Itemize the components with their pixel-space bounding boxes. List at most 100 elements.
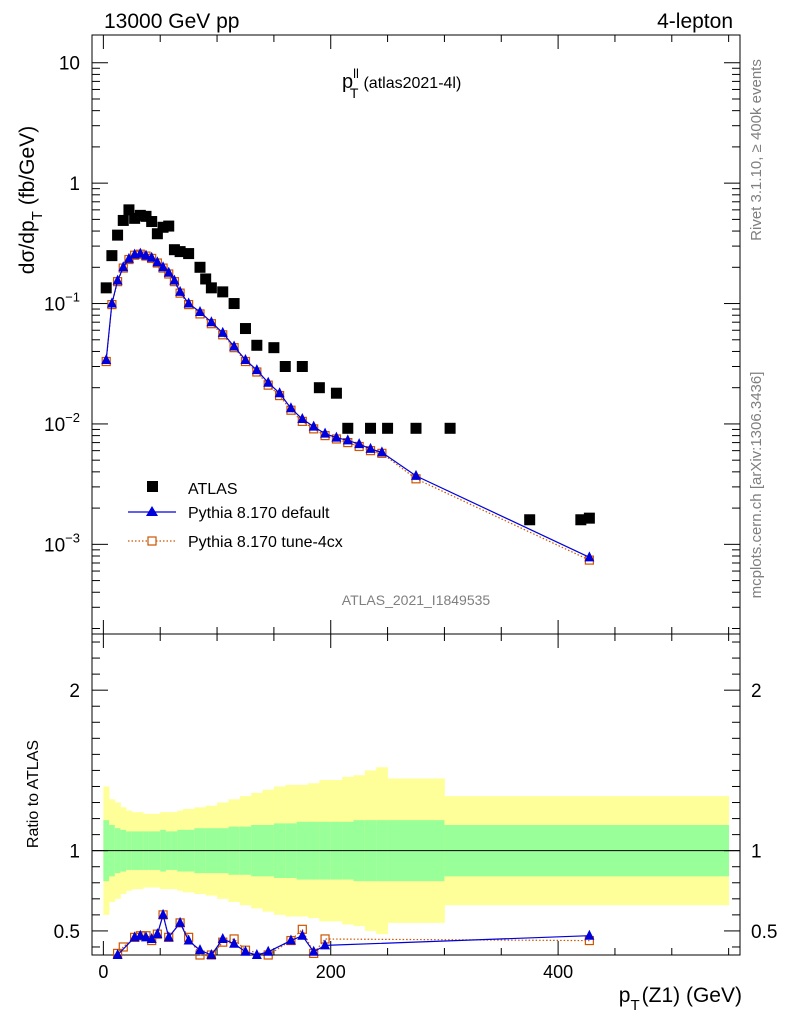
atlas-point <box>205 282 217 294</box>
default-point <box>152 256 163 267</box>
ratio-default-point <box>263 945 274 956</box>
legend-marker-tune4cx <box>147 536 157 546</box>
atlas-point <box>296 360 308 372</box>
ratio-default-point <box>146 932 157 943</box>
default-point <box>297 412 308 423</box>
atlas-point <box>410 422 422 434</box>
ratio-y-tick-label-right: 0.5 <box>751 922 777 943</box>
ratio-y-tick-label-right: 2 <box>751 681 762 702</box>
default-point <box>217 326 228 337</box>
ratio-y-axis-label: Ratio to ATLAS <box>25 740 42 848</box>
atlas-point <box>342 422 354 434</box>
atlas-point <box>123 204 135 216</box>
ratio-default-point <box>229 937 240 948</box>
default-point <box>175 285 186 296</box>
default-point <box>342 434 353 445</box>
ratio-default-point <box>112 949 123 959</box>
x-tick-label: 400 <box>543 962 573 982</box>
atlas-point <box>524 514 536 526</box>
analysis-watermark: ATLAS_2021_I1849535 <box>342 592 491 608</box>
ratio-y-tick-label-left: 0.5 <box>54 922 80 943</box>
default-point <box>163 266 174 277</box>
ratio-default-point <box>141 931 151 942</box>
ratio-default-point <box>158 908 169 919</box>
ratio-panel-frame <box>91 633 741 956</box>
default-line <box>105 252 590 558</box>
atlas-point <box>157 221 169 233</box>
ratio-default-point <box>308 945 319 956</box>
y-tick-label: 1 <box>69 174 80 195</box>
default-point <box>308 420 319 431</box>
default-point <box>251 364 262 375</box>
atlas-point <box>106 250 118 262</box>
atlas-point <box>194 261 206 273</box>
default-point <box>158 261 169 272</box>
default-point <box>320 427 331 438</box>
ratio-y-tick-label-left: 1 <box>69 842 80 863</box>
ratio-tune4cx-point <box>118 942 128 952</box>
atlas-point <box>168 244 180 256</box>
x-axis-label: pT(Z1) (GeV) <box>619 984 742 1014</box>
default-point <box>123 252 134 263</box>
legend-label-atlas: ATLAS <box>188 481 238 498</box>
y-tick-label: 10−3 <box>44 530 80 556</box>
atlas-point <box>217 286 229 298</box>
default-point <box>183 297 194 308</box>
main-axis-ticks <box>92 35 740 634</box>
default-point <box>106 297 117 308</box>
ratio-y-tick-label-left: 2 <box>69 681 80 702</box>
atlas-point <box>268 342 280 354</box>
default-point <box>141 249 151 260</box>
ratio-series-layer <box>112 908 595 960</box>
atlas-point <box>365 422 377 434</box>
atlas-point <box>575 514 587 526</box>
atlas-point <box>228 298 240 310</box>
atlas-point <box>251 339 263 351</box>
atlas-point <box>151 228 163 240</box>
ratio-default-point <box>297 929 308 940</box>
default-point <box>206 316 217 327</box>
atlas-point <box>239 323 251 335</box>
default-point <box>195 306 205 317</box>
default-point <box>135 247 146 258</box>
x-tick-label: 0 <box>98 962 108 982</box>
ratio-axis-ticks <box>92 634 740 955</box>
default-point <box>411 469 421 480</box>
atlas-point <box>279 360 291 372</box>
atlas-point <box>313 382 325 394</box>
atlas-point <box>129 212 141 224</box>
ratio-default-point <box>251 949 262 959</box>
ratio-default-point <box>285 934 296 945</box>
ratio-default-point <box>163 931 174 942</box>
ratio-default-point <box>175 916 186 927</box>
default-point <box>376 446 387 457</box>
default-point <box>101 353 112 364</box>
ratio-y-tick-labels: 0.5 0.5 1 1 2 2 <box>54 681 778 943</box>
x-tick-labels: 0 200 400 <box>98 962 573 982</box>
legend-label-default: Pythia 8.170 default <box>188 505 330 522</box>
main-y-tick-labels: 10−3 10−2 10−1 1 10 <box>44 54 80 557</box>
y-tick-label: 10 <box>59 54 80 75</box>
ratio-default-point <box>584 929 595 940</box>
default-point <box>112 274 123 285</box>
main-y-axis-label: dσ/dpT(fb/GeV) <box>16 126 46 274</box>
atlas-point <box>117 214 129 226</box>
atlas-point <box>382 422 394 434</box>
default-point <box>240 353 251 364</box>
atlas-point <box>444 422 456 434</box>
default-point <box>169 274 180 285</box>
ratio-default-point <box>195 944 205 955</box>
ratio-default-point <box>320 939 331 950</box>
ratio-default-point <box>206 949 217 959</box>
atlas-point <box>174 246 186 258</box>
default-point <box>365 442 376 453</box>
atlas-point <box>183 248 195 260</box>
atlas-point <box>100 282 112 294</box>
atlas-point <box>134 209 146 221</box>
y-tick-label: 10−1 <box>44 290 80 316</box>
y-tick-label: 10−2 <box>44 410 80 436</box>
process-label: 4-lepton <box>657 10 733 33</box>
atlas-point <box>146 216 158 228</box>
default-point <box>146 251 157 262</box>
